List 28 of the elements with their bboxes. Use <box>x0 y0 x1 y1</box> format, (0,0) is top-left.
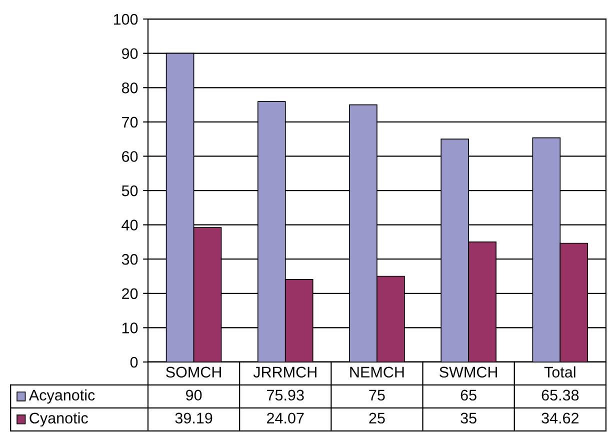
y-tick-label: 50 <box>122 185 138 196</box>
y-tick-label: 20 <box>122 288 138 300</box>
data-label: 34.62 <box>542 412 579 424</box>
legend-label: Acyanotic <box>28 389 95 404</box>
data-label: 90 <box>186 390 202 401</box>
x-tick-label: NEMCH <box>350 366 404 378</box>
y-tick-label: 30 <box>122 254 138 265</box>
data-label: 65 <box>460 390 476 401</box>
y-tick-label: 10 <box>122 322 138 334</box>
data-label: 75.93 <box>267 390 304 401</box>
y-tick-label: 70 <box>122 116 138 128</box>
data-label: 75 <box>369 390 385 401</box>
data-label: 65.38 <box>542 390 579 401</box>
x-tick-label: SWMCH <box>440 366 498 378</box>
x-tick-label: Total <box>544 366 576 378</box>
y-tick-label: 60 <box>122 151 138 162</box>
y-tick-label: 0 <box>130 356 138 368</box>
y-tick-label: 80 <box>122 82 138 94</box>
data-label: 35 <box>460 412 476 424</box>
legend-label: Cyanotic <box>30 412 88 427</box>
x-tick-label: JRRMCH <box>253 366 316 378</box>
y-tick-label: 90 <box>122 48 138 60</box>
x-tick-label: SOMCH <box>166 366 221 378</box>
y-tick-label: 40 <box>122 220 138 230</box>
y-tick-label: 100 <box>114 14 138 25</box>
data-label: 24.07 <box>267 412 304 424</box>
data-label: 25 <box>369 412 385 424</box>
data-label: 39.19 <box>175 412 212 424</box>
